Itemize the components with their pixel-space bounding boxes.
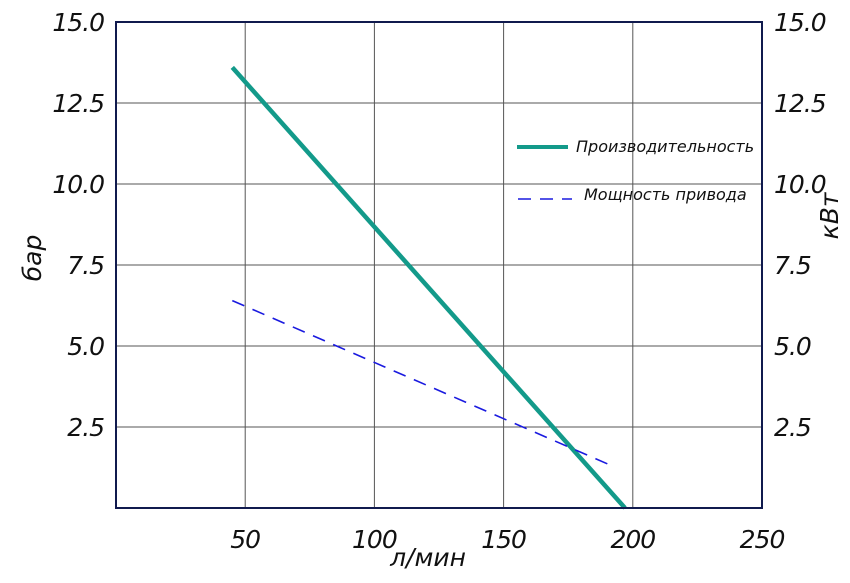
y-tick-label: 12.5	[52, 89, 104, 118]
y2-axis-title: кВт	[815, 191, 844, 239]
y-tick-label: 7.5	[67, 251, 104, 280]
y-tick-label: 10.0	[52, 170, 104, 199]
plot-frame	[115, 21, 763, 509]
y2-tick-label: 10.0	[774, 170, 826, 199]
y-tick-label: 2.5	[67, 413, 104, 442]
y-tick-label: 5.0	[67, 332, 104, 361]
grid-layer	[116, 22, 762, 508]
series-line-0	[230, 65, 627, 510]
series-line-1	[231, 299, 613, 467]
x-tick-label: 250	[740, 525, 785, 554]
y-tick-label: 15.0	[52, 8, 104, 37]
legend: Производительность Мощность привода	[517, 137, 754, 204]
ticks-layer: 50 100 150 200 250 15.0 12.5 10.0 7.5 5.0 2.5 15.0 1…	[52, 8, 826, 554]
series-layer	[230, 65, 627, 510]
x-tick-label: 150	[481, 525, 526, 554]
legend-label-throughput: Производительность	[576, 137, 754, 156]
y2-tick-label: 2.5	[774, 413, 811, 442]
x-axis-title: л/мин	[389, 543, 466, 572]
x-tick-label: 100	[352, 525, 397, 554]
x-tick-label: 50	[230, 525, 260, 554]
y2-tick-label: 12.5	[774, 89, 826, 118]
y2-tick-label: 15.0	[774, 8, 826, 37]
legend-label-power: Мощность привода	[584, 185, 747, 204]
y-axis-title: бар	[18, 235, 47, 282]
y2-tick-label: 5.0	[774, 332, 811, 361]
x-tick-label: 200	[610, 525, 655, 554]
y2-tick-label: 7.5	[774, 251, 811, 280]
